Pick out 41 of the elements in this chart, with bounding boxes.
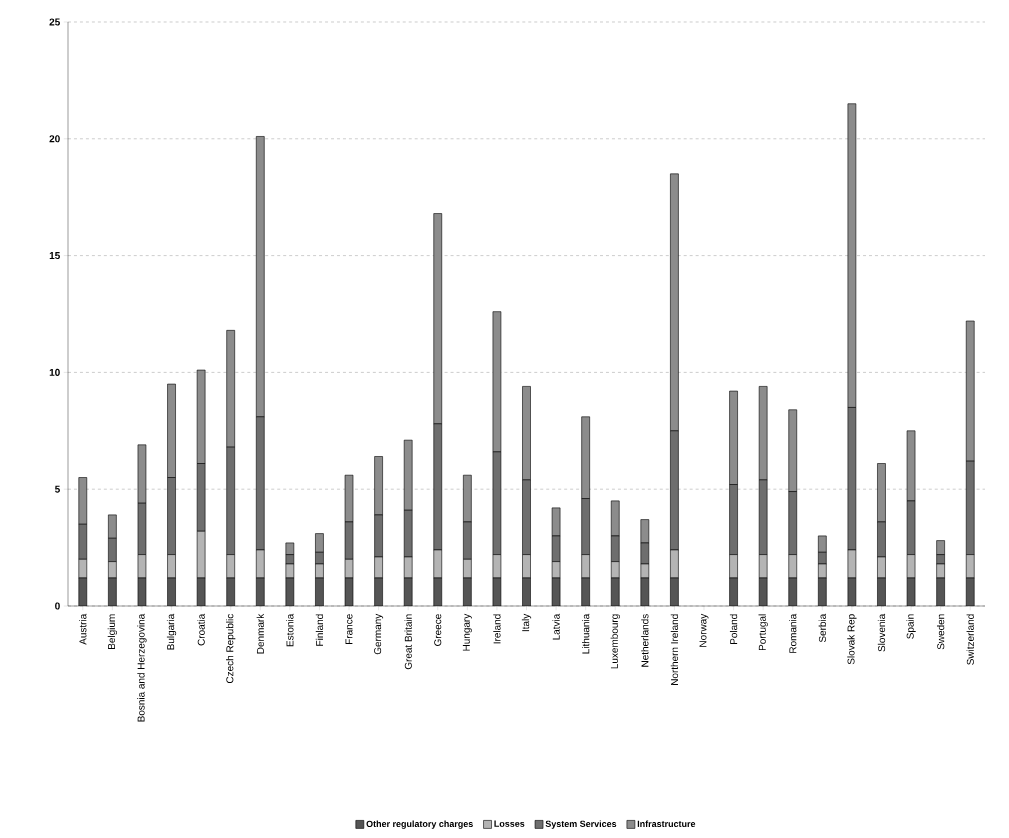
y-tick-label: 5 [55, 485, 60, 493]
x-tick-label: Bosnia and Herzegovina [137, 613, 147, 722]
x-tick-label: Italy [521, 613, 532, 632]
x-tick-label: Serbia [818, 613, 826, 643]
y-tick-label: 20 [49, 135, 60, 143]
x-tick-label: Netherlands [641, 614, 649, 667]
x-tick-label: Bulgaria [166, 613, 177, 650]
x-tick-label: Great Britain [404, 614, 412, 670]
x-tick-label: Sweden [936, 614, 945, 650]
legend-label: System Services [545, 820, 617, 829]
y-tick-label: 0 [55, 602, 60, 610]
x-tick-label: Greece [434, 614, 442, 646]
x-tick-label: Portugal [758, 614, 768, 651]
x-tick-label: Northern Ireland [670, 614, 679, 685]
x-tick-label: Ireland [493, 614, 501, 644]
x-tick-label: Denmark [256, 613, 264, 654]
y-tick-label: 25 [49, 18, 60, 26]
legend-label: Losses [494, 820, 525, 827]
x-tick-label: Belgium [107, 614, 118, 649]
y-tick-label: 15 [49, 252, 60, 260]
x-tick-label: Romania [789, 613, 797, 653]
x-tick-label: Estonia [286, 613, 294, 647]
x-tick-label: Slovak Rep [847, 614, 857, 665]
x-tick-label: Hungary [462, 613, 472, 651]
x-tick-label: Croatia [197, 613, 205, 646]
x-tick-label: Austria [79, 613, 87, 645]
x-tick-label: Finland [315, 614, 324, 646]
x-tick-label: Poland [729, 614, 738, 644]
y-tick-label: 10 [49, 368, 60, 376]
x-tick-label: Norway [699, 613, 709, 647]
x-tick-label: Luxembourg [610, 614, 620, 669]
legend-label: Infrastructure [637, 820, 696, 828]
x-tick-label: Latvia [552, 613, 560, 640]
x-tick-label: Slovenia [877, 613, 886, 652]
x-tick-label: Switzerland [966, 614, 974, 665]
legend-label: Other regulatory charges [366, 820, 473, 829]
x-tick-label: France [345, 614, 353, 644]
x-tick-label: Germany [374, 613, 384, 655]
x-tick-label: Spain [906, 614, 916, 639]
x-tick-label: Czech Republic [226, 614, 236, 684]
x-tick-label: Lithuania [582, 613, 590, 654]
